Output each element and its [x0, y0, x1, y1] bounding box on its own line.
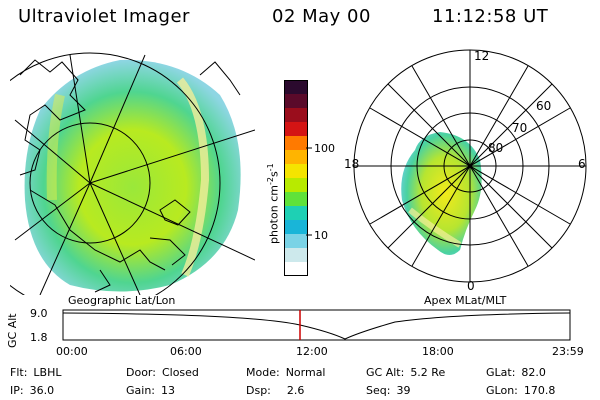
- colorbar-band: [284, 248, 308, 263]
- dsp-value: 2.6: [286, 384, 305, 397]
- colorbar-band: [284, 150, 308, 165]
- gain-value: 13: [161, 384, 175, 397]
- alt-ylabel: GC Alt: [6, 313, 19, 348]
- ip-value: 36.0: [29, 384, 55, 397]
- gain-key: Gain:: [126, 384, 155, 397]
- mode-value: Normal: [285, 366, 326, 379]
- filter-value: LBHL: [33, 366, 62, 379]
- colorbar-band: [284, 220, 308, 235]
- colorbar-band: [284, 262, 308, 276]
- lat-label-80: 80: [488, 141, 503, 155]
- alt-ytick-high: 9.0: [30, 307, 48, 320]
- colorbar-band: [284, 234, 308, 249]
- colorbar-exp1: -2: [266, 177, 275, 186]
- info-glat: GLat: 82.0: [486, 366, 546, 379]
- glon-value: 170.8: [523, 384, 556, 397]
- mlt-label-18: 18: [344, 157, 359, 171]
- polar-mlt-plot: 12 0 18 6 60 70 80: [344, 49, 587, 292]
- colorbar-band: [284, 80, 308, 95]
- info-door: Door: Closed: [126, 366, 199, 379]
- gcalt-key: GC Alt:: [366, 366, 405, 379]
- colorbar-band: [284, 108, 308, 123]
- tick-100: 100: [314, 142, 335, 155]
- info-ip: IP: 36.0: [10, 384, 54, 397]
- seq-value: 39: [396, 384, 411, 397]
- filter-key: Flt:: [10, 366, 28, 379]
- color-scale-label: photon cm-2s-1: [266, 163, 281, 244]
- colorbar-exp2: -1: [266, 163, 275, 172]
- colorbar-unit-s: s: [267, 171, 281, 178]
- alt-xtick-0000: 00:00: [56, 345, 88, 358]
- info-glon: GLon: 170.8: [486, 384, 555, 397]
- info-dsp: Dsp: 2.6: [246, 384, 304, 397]
- colorbar-band: [284, 192, 308, 207]
- lat-label-70: 70: [512, 121, 527, 135]
- coastlines: [19, 59, 241, 293]
- color-scale-bar: [284, 80, 308, 276]
- gcalt-value: 5.2 Re: [410, 366, 446, 379]
- altitude-plot: GC Alt 9.0 1.8 00:00 06:00 12:00 18:00 2…: [6, 307, 584, 358]
- door-value: Closed: [161, 366, 199, 379]
- alt-xtick-0600: 06:00: [170, 345, 202, 358]
- info-gain: Gain: 13: [126, 384, 175, 397]
- auroral-oval-left: [24, 59, 241, 292]
- glat-value: 82.0: [521, 366, 546, 379]
- auroral-oval-right: [401, 132, 482, 255]
- tick-10: 10: [314, 229, 328, 242]
- colorbar-band: [284, 94, 308, 109]
- info-mode: Mode: Normal: [246, 366, 326, 379]
- glon-key: GLon:: [486, 384, 518, 397]
- alt-xtick-1800: 18:00: [422, 345, 454, 358]
- date-label: 02 May 00: [272, 6, 371, 27]
- instrument-title: Ultraviolet Imager: [18, 6, 190, 27]
- ip-key: IP:: [10, 384, 24, 397]
- colorbar-band: [284, 136, 308, 151]
- seq-key: Seq:: [366, 384, 391, 397]
- mlt-label-6: 6: [578, 157, 586, 171]
- colorbar-unit: photon cm: [267, 185, 281, 244]
- mlt-label-12: 12: [474, 49, 489, 63]
- colorbar-band: [284, 122, 308, 137]
- mlt-label-0: 0: [467, 279, 475, 292]
- altitude-curve: [62, 312, 571, 340]
- colorbar-band: [284, 178, 308, 193]
- colorbar-band: [284, 206, 308, 221]
- door-key: Door:: [126, 366, 156, 379]
- latlon-grid: [10, 52, 255, 295]
- time-label: 11:12:58 UT: [432, 6, 549, 27]
- info-filter: Flt: LBHL: [10, 366, 61, 379]
- colorbar-frame: [284, 80, 308, 276]
- glat-key: GLat:: [486, 366, 516, 379]
- alt-plot-frame: [62, 309, 571, 341]
- lat-label-60: 60: [536, 99, 551, 113]
- mode-key: Mode:: [246, 366, 280, 379]
- info-seq: Seq: 39: [366, 384, 410, 397]
- colorbar-band: [284, 164, 308, 179]
- info-gcalt: GC Alt: 5.2 Re: [366, 366, 445, 379]
- right-panel-label: Apex MLat/MLT: [424, 294, 507, 307]
- alt-xtick-2359: 23:59: [552, 345, 584, 358]
- dsp-key: Dsp:: [246, 384, 271, 397]
- alt-xtick-1200: 12:00: [296, 345, 328, 358]
- color-scale-ticks: 100 10: [306, 142, 335, 242]
- alt-ytick-low: 1.8: [30, 331, 48, 344]
- left-panel-label: Geographic Lat/Lon: [68, 294, 176, 307]
